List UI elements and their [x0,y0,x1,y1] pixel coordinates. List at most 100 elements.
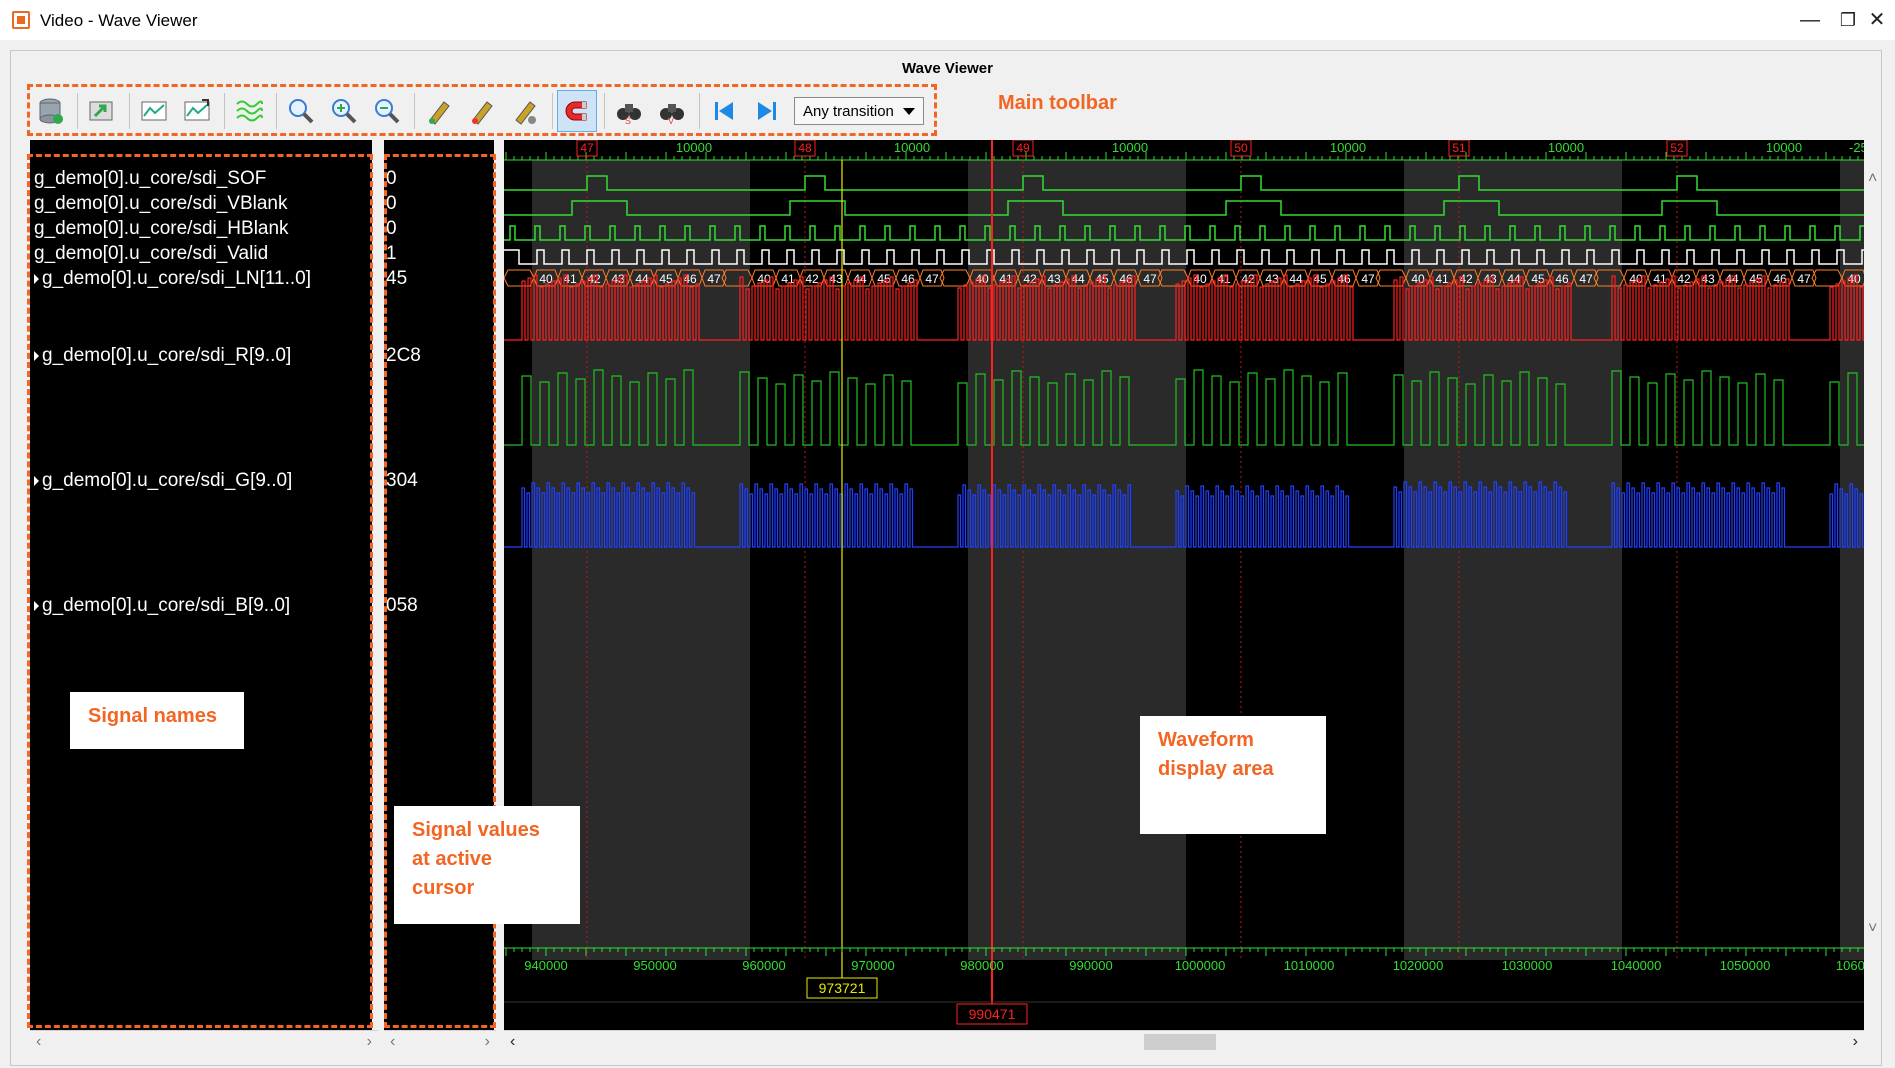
line-period-stripe [1404,160,1622,960]
scroll-thumb[interactable] [1144,1034,1216,1050]
top-ruler-end-label: -25 [1849,140,1864,155]
marker-remove-icon[interactable] [462,90,502,132]
find-value-icon[interactable]: V [652,90,692,132]
svg-text:V: V [668,116,674,126]
ln-value-label: 40 [1193,272,1207,286]
waveform-annotation-line: display area [1158,758,1274,780]
frame-marker-label: 49 [1016,141,1030,155]
signal-value: 45 [386,268,408,289]
ln-segment [919,269,945,287]
bottom-ruler-tick-label: 1020000 [1393,958,1444,973]
signal-wave-icon[interactable] [229,90,269,132]
signal-value: 0 [386,168,397,189]
signal-name[interactable]: g_demo[0].u_core/sdi_SOF [34,168,266,190]
signal-value: 304 [386,470,418,491]
top-ruler-tick-label: 10000 [1330,140,1366,155]
marker-add-icon[interactable] [419,90,459,132]
top-ruler-tick-label: 10000 [894,140,930,155]
zoom-range-icon[interactable] [177,90,217,132]
signal-name[interactable]: g_demo[0].u_core/sdi_VBlank [34,193,288,215]
waveform-hscrollbar[interactable]: ‹ › [504,1030,1864,1053]
toolbar-separator [414,93,415,129]
ln-value-label: 42 [1677,272,1691,286]
top-ruler-tick-label: 10000 [1548,140,1584,155]
expand-arrow-icon[interactable] [34,475,39,486]
signal-name[interactable]: g_demo[0].u_core/sdi_R[9..0] [34,345,291,367]
scroll-left-icon[interactable]: ‹ [510,1033,516,1050]
expand-arrow-icon[interactable] [34,600,39,611]
signal-value: 1 [386,243,397,264]
database-icon[interactable] [30,90,70,132]
scroll-right-icon[interactable]: › [1852,1033,1858,1050]
signal-values-annotation: Signal values at active cursor [394,806,580,924]
waveform-vscrollbar[interactable]: ˄ ˅ [1862,160,1882,950]
signal-name[interactable]: g_demo[0].u_core/sdi_Valid [34,243,268,265]
search-icon[interactable] [281,90,321,132]
magnet-icon[interactable] [557,90,597,132]
bottom-ruler-tick-label: 970000 [851,958,894,973]
values-hscrollbar[interactable]: ‹ › [384,1030,496,1053]
find-signal-icon[interactable]: S [609,90,649,132]
transition-select[interactable]: Any transition [794,97,924,125]
bottom-ruler-tick-label: 960000 [742,958,785,973]
toolbar-separator [699,93,700,129]
waveform-annotation-line: Waveform [1158,729,1254,751]
close-button[interactable]: ✕ [1868,9,1886,31]
scroll-left-icon[interactable]: ‹ [36,1033,42,1050]
prev-edge-icon[interactable] [704,90,744,132]
main-toolbar-annotation: Main toolbar [998,92,1117,114]
scroll-down-icon[interactable]: ˅ [1868,920,1878,937]
export-icon[interactable] [82,90,122,132]
toolbar-separator [224,93,225,129]
names-hscrollbar[interactable]: ‹ › [30,1030,378,1053]
ln-value-label: 43 [1047,272,1061,286]
next-edge-icon[interactable] [747,90,787,132]
maximize-button[interactable]: ❐ [1839,10,1857,30]
signal-values-annotation-line: Signal values [412,819,540,841]
signal-name-text: g_demo[0].u_core/sdi_R[9..0] [42,345,292,366]
toolbar-separator [77,93,78,129]
ln-segment [1811,269,1843,287]
bottom-ruler-tick-label: 1050000 [1720,958,1771,973]
marker-clear-icon[interactable] [505,90,545,132]
frame-marker-label: 50 [1234,141,1248,155]
ln-segment [1593,269,1625,287]
scroll-up-icon[interactable]: ˄ [1868,170,1878,187]
ln-value-label: 45 [1313,272,1327,286]
signal-name-text: g_demo[0].u_core/sdi_LN[11..0] [42,268,311,289]
zoom-out-icon[interactable] [367,90,407,132]
zoom-fit-icon[interactable] [134,90,174,132]
ln-value-label: 47 [1797,272,1811,286]
ln-value-label: 45 [659,272,673,286]
signal-name[interactable]: g_demo[0].u_core/sdi_LN[11..0] [34,268,311,290]
ln-segment [939,269,971,287]
scroll-left-icon[interactable]: ‹ [390,1033,396,1050]
ln-segment [721,269,753,287]
zoom-in-icon[interactable] [324,90,364,132]
ln-value-label: 46 [683,272,697,286]
minimize-button[interactable]: — [1800,9,1820,31]
top-ruler-tick-label: 10000 [676,140,712,155]
svg-text:S: S [625,116,631,126]
transition-select-value: Any transition [803,102,894,120]
signal-names-annotation: Signal names [70,692,244,749]
ln-value-label: 42 [1459,272,1473,286]
ln-segment [1573,269,1599,287]
waveform-canvas[interactable]: 47 48 49 50 51 52 10000 10000 10000 10000 10000 100… [503,139,1895,1030]
top-ruler-tick-label: 10000 [1112,140,1148,155]
signal-name[interactable]: g_demo[0].u_core/sdi_B[9..0] [34,595,290,617]
signal-name[interactable]: g_demo[0].u_core/sdi_G[9..0] [34,470,292,492]
app-icon [12,11,30,29]
ln-value-label: 47 [707,272,721,286]
ln-value-label: 40 [539,272,553,286]
expand-arrow-icon[interactable] [34,273,39,284]
toolbar-separator [129,93,130,129]
scroll-right-icon[interactable]: › [484,1033,490,1050]
waveform-display[interactable]: 47 48 49 50 51 52 10000 10000 10000 10000 10000 100… [503,139,1895,1030]
expand-arrow-icon[interactable] [34,350,39,361]
signal-name-text: g_demo[0].u_core/sdi_B[9..0] [42,595,291,616]
frame-marker-label: 48 [798,141,812,155]
scroll-right-icon[interactable]: › [366,1033,372,1050]
signal-name[interactable]: g_demo[0].u_core/sdi_HBlank [34,218,289,240]
valid-waveform [504,249,1864,265]
